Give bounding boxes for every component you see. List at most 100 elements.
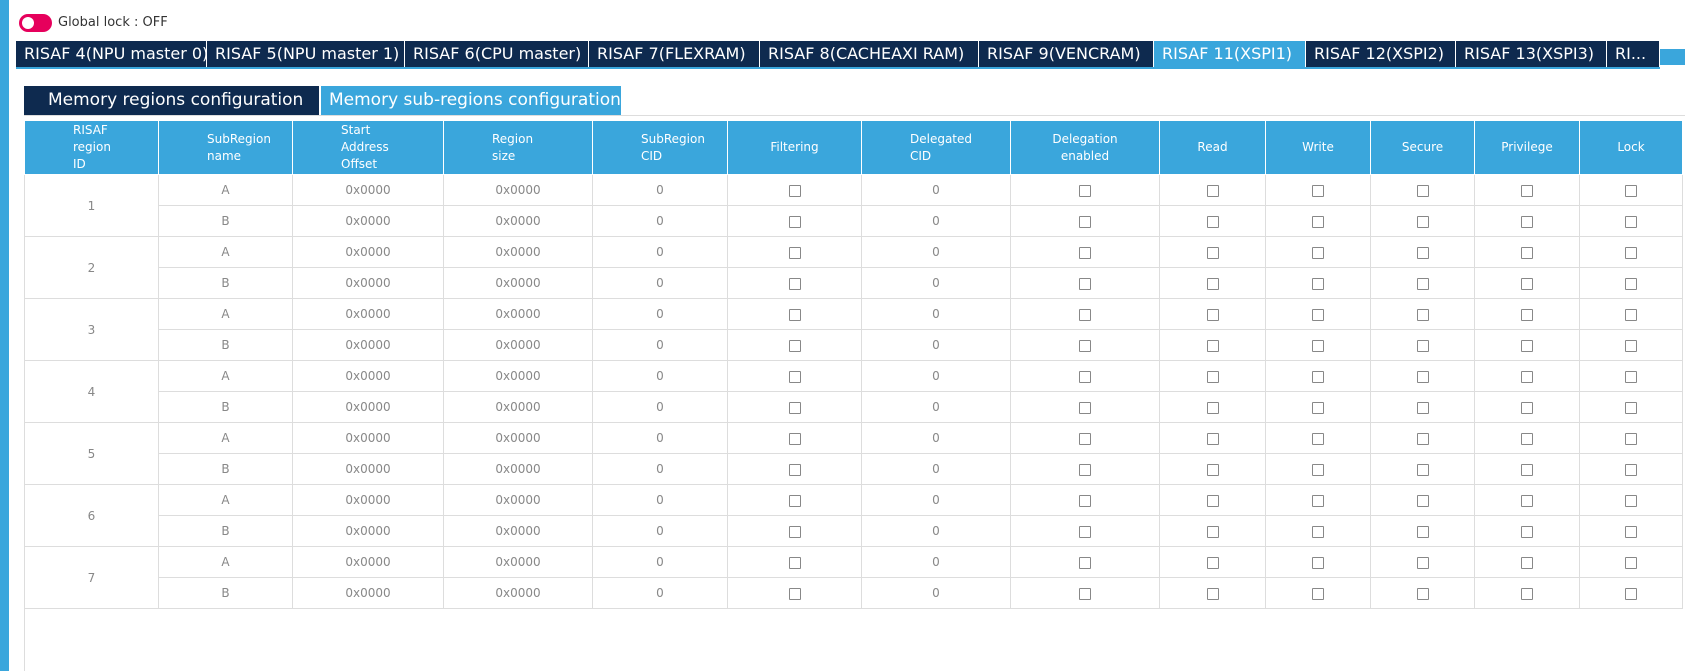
checkbox[interactable] <box>1206 184 1219 197</box>
checkbox[interactable] <box>1416 277 1429 290</box>
tab[interactable]: RISAF 13(XSPI3) <box>1456 41 1607 67</box>
checkbox[interactable] <box>1312 246 1324 259</box>
checkbox[interactable] <box>1206 432 1219 445</box>
checkbox[interactable] <box>788 277 801 290</box>
checkbox[interactable] <box>1521 556 1533 569</box>
checkbox[interactable] <box>788 215 801 228</box>
checkbox[interactable] <box>1079 184 1091 197</box>
tab[interactable]: RISAF 5(NPU master 1) <box>207 41 405 67</box>
checkbox[interactable] <box>1416 370 1429 383</box>
checkbox[interactable] <box>1625 432 1637 445</box>
checkbox[interactable] <box>1416 525 1429 538</box>
checkbox[interactable] <box>788 463 801 476</box>
checkbox[interactable] <box>788 308 801 321</box>
checkbox[interactable] <box>1079 432 1091 445</box>
checkbox[interactable] <box>1079 494 1091 507</box>
tab[interactable]: RISAF 4(NPU master 0) <box>16 41 207 67</box>
checkbox[interactable] <box>1521 463 1533 476</box>
subtab[interactable]: Memory sub-regions configuration <box>321 86 621 115</box>
checkbox[interactable] <box>1416 556 1429 569</box>
checkbox[interactable] <box>1079 277 1091 290</box>
checkbox[interactable] <box>1206 370 1219 383</box>
checkbox[interactable] <box>1521 339 1533 352</box>
checkbox[interactable] <box>1079 370 1091 383</box>
checkbox[interactable] <box>1416 432 1429 445</box>
checkbox[interactable] <box>1625 556 1637 569</box>
checkbox[interactable] <box>788 339 801 352</box>
checkbox[interactable] <box>1312 339 1324 352</box>
checkbox[interactable] <box>1312 308 1324 321</box>
checkbox[interactable] <box>1206 246 1219 259</box>
checkbox[interactable] <box>1521 494 1533 507</box>
checkbox[interactable] <box>1625 277 1637 290</box>
checkbox[interactable] <box>1079 401 1091 414</box>
checkbox[interactable] <box>1206 556 1219 569</box>
checkbox[interactable] <box>1206 339 1219 352</box>
checkbox[interactable] <box>1312 432 1324 445</box>
tab-scroll-arrows[interactable] <box>1660 49 1685 65</box>
checkbox[interactable] <box>788 401 801 414</box>
checkbox[interactable] <box>1206 587 1219 600</box>
checkbox[interactable] <box>1312 370 1324 383</box>
checkbox[interactable] <box>1079 463 1091 476</box>
tab[interactable]: RI... <box>1607 41 1660 67</box>
checkbox[interactable] <box>1625 370 1637 383</box>
checkbox[interactable] <box>1625 401 1637 414</box>
checkbox[interactable] <box>788 370 801 383</box>
checkbox[interactable] <box>1416 401 1429 414</box>
checkbox[interactable] <box>1416 494 1429 507</box>
checkbox[interactable] <box>1312 215 1324 228</box>
tab[interactable]: RISAF 7(FLEXRAM) <box>589 41 760 67</box>
checkbox[interactable] <box>1625 525 1637 538</box>
checkbox[interactable] <box>1625 494 1637 507</box>
checkbox[interactable] <box>1079 215 1091 228</box>
checkbox[interactable] <box>1312 556 1324 569</box>
tab[interactable]: RISAF 12(XSPI2) <box>1306 41 1456 67</box>
checkbox[interactable] <box>1521 432 1533 445</box>
checkbox[interactable] <box>1625 215 1637 228</box>
checkbox[interactable] <box>1625 463 1637 476</box>
checkbox[interactable] <box>788 587 801 600</box>
checkbox[interactable] <box>1079 339 1091 352</box>
checkbox[interactable] <box>1206 277 1219 290</box>
global-lock-toggle[interactable] <box>19 14 52 32</box>
checkbox[interactable] <box>788 246 801 259</box>
checkbox[interactable] <box>788 556 801 569</box>
checkbox[interactable] <box>1521 525 1533 538</box>
checkbox[interactable] <box>1312 277 1324 290</box>
checkbox[interactable] <box>1625 587 1637 600</box>
checkbox[interactable] <box>1625 184 1637 197</box>
checkbox[interactable] <box>788 525 801 538</box>
checkbox[interactable] <box>1521 246 1533 259</box>
checkbox[interactable] <box>1416 246 1429 259</box>
checkbox[interactable] <box>1416 587 1429 600</box>
checkbox[interactable] <box>1079 308 1091 321</box>
tab[interactable]: RISAF 9(VENCRAM) <box>979 41 1154 67</box>
checkbox[interactable] <box>1079 246 1091 259</box>
checkbox[interactable] <box>1079 525 1091 538</box>
checkbox[interactable] <box>1206 463 1219 476</box>
checkbox[interactable] <box>1312 525 1324 538</box>
tab[interactable]: RISAF 8(CACHEAXI RAM) <box>760 41 979 67</box>
checkbox[interactable] <box>1079 587 1091 600</box>
checkbox[interactable] <box>1521 184 1533 197</box>
checkbox[interactable] <box>788 432 801 445</box>
checkbox[interactable] <box>1521 308 1533 321</box>
checkbox[interactable] <box>1312 184 1324 197</box>
checkbox[interactable] <box>1312 463 1324 476</box>
checkbox[interactable] <box>1625 308 1637 321</box>
checkbox[interactable] <box>1521 401 1533 414</box>
checkbox[interactable] <box>1625 339 1637 352</box>
checkbox[interactable] <box>1312 587 1324 600</box>
subtab[interactable]: Memory regions configuration <box>24 86 319 115</box>
checkbox[interactable] <box>1206 215 1219 228</box>
checkbox[interactable] <box>1416 339 1429 352</box>
checkbox[interactable] <box>1521 370 1533 383</box>
checkbox[interactable] <box>1416 463 1429 476</box>
checkbox[interactable] <box>788 184 801 197</box>
checkbox[interactable] <box>1521 215 1533 228</box>
checkbox[interactable] <box>1079 556 1091 569</box>
checkbox[interactable] <box>1416 215 1429 228</box>
checkbox[interactable] <box>1416 308 1429 321</box>
checkbox[interactable] <box>1206 494 1219 507</box>
